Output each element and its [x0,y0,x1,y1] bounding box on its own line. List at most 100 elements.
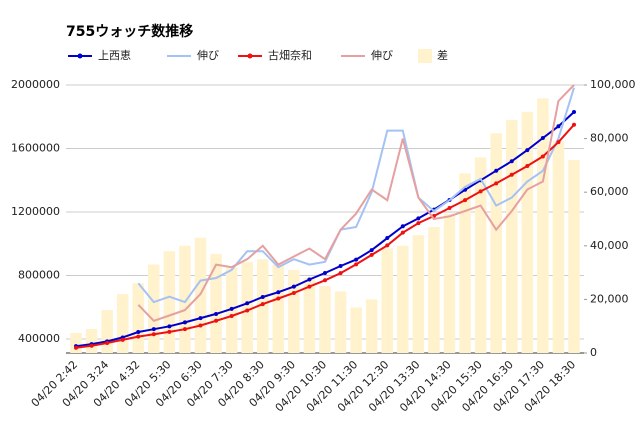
point [291,290,296,295]
bar [412,235,425,353]
point [214,311,219,316]
bar [350,307,362,353]
point [400,224,405,229]
point [105,340,110,345]
point [509,159,514,164]
point [198,316,203,321]
point [494,181,499,186]
point [136,330,141,335]
point [198,323,203,328]
bar [241,261,253,353]
y-tick-label: 400000 [18,332,60,345]
point [182,320,187,325]
chart-title: 755ウォッチ数推移 [66,23,193,40]
line [137,87,575,304]
bar [288,269,300,353]
point [74,345,78,350]
point [260,294,265,299]
y2-tick-label: 80,000 [590,132,629,145]
point [229,306,234,311]
bar [459,173,471,353]
point [245,301,250,306]
bar [365,299,378,353]
point [540,154,545,159]
point [167,329,172,334]
point [556,140,561,145]
point [89,343,94,348]
point [338,263,343,268]
point [478,189,483,194]
bar [272,264,285,353]
bar [256,259,269,353]
bar [101,310,113,353]
point [229,314,234,319]
legend-label: 上西恵 [98,48,131,62]
y-tick-label: 2000000 [11,78,60,91]
point [151,327,156,332]
bar [132,283,145,353]
y-tick-label: 1600000 [11,142,60,155]
bar [163,251,176,353]
legend-label: 伸び [371,49,393,62]
bar [210,253,222,353]
point [385,236,390,241]
bar [568,160,580,353]
bar [116,294,129,353]
point [182,327,187,332]
point [385,243,390,248]
bar [334,291,347,353]
bar [148,264,160,353]
point [120,337,125,342]
legend-label: 古畑奈和 [268,48,312,62]
point [525,163,530,168]
point [214,318,219,323]
bar [303,277,316,353]
bar [179,245,191,353]
point [369,248,374,253]
point [369,252,374,257]
bar [505,119,518,353]
point [323,270,327,275]
point [260,302,265,307]
bar [319,286,331,353]
point [416,221,421,226]
point [572,122,576,127]
line [137,84,575,322]
legend-label: 伸び [197,49,219,62]
y2-tick-label: 100,000 [590,78,636,91]
point [463,198,468,203]
point [276,290,281,295]
point [416,216,421,221]
point [556,124,561,129]
point [307,284,312,289]
y2-tick-label: 0 [590,346,597,359]
point [447,206,452,211]
bar [381,248,394,353]
point [151,332,156,337]
point [400,230,405,235]
bar [428,227,440,353]
bar [85,328,98,353]
y2-tick-label: 40,000 [590,239,629,252]
point [307,277,312,282]
point [245,308,250,313]
point [525,148,530,153]
y-tick-label: 800000 [18,269,60,282]
point [291,284,296,289]
bar [537,98,549,354]
legend-marker [77,53,83,59]
y2-tick-label: 20,000 [590,292,629,305]
bar [70,332,82,353]
point [354,257,359,262]
point [167,324,172,329]
legend-swatch [418,49,432,63]
point [354,262,359,267]
point [494,168,499,173]
bar [397,245,409,353]
point [323,278,327,283]
point [276,296,281,301]
bar [474,157,487,353]
y-tick-label: 1200000 [11,205,60,218]
point [509,172,514,177]
